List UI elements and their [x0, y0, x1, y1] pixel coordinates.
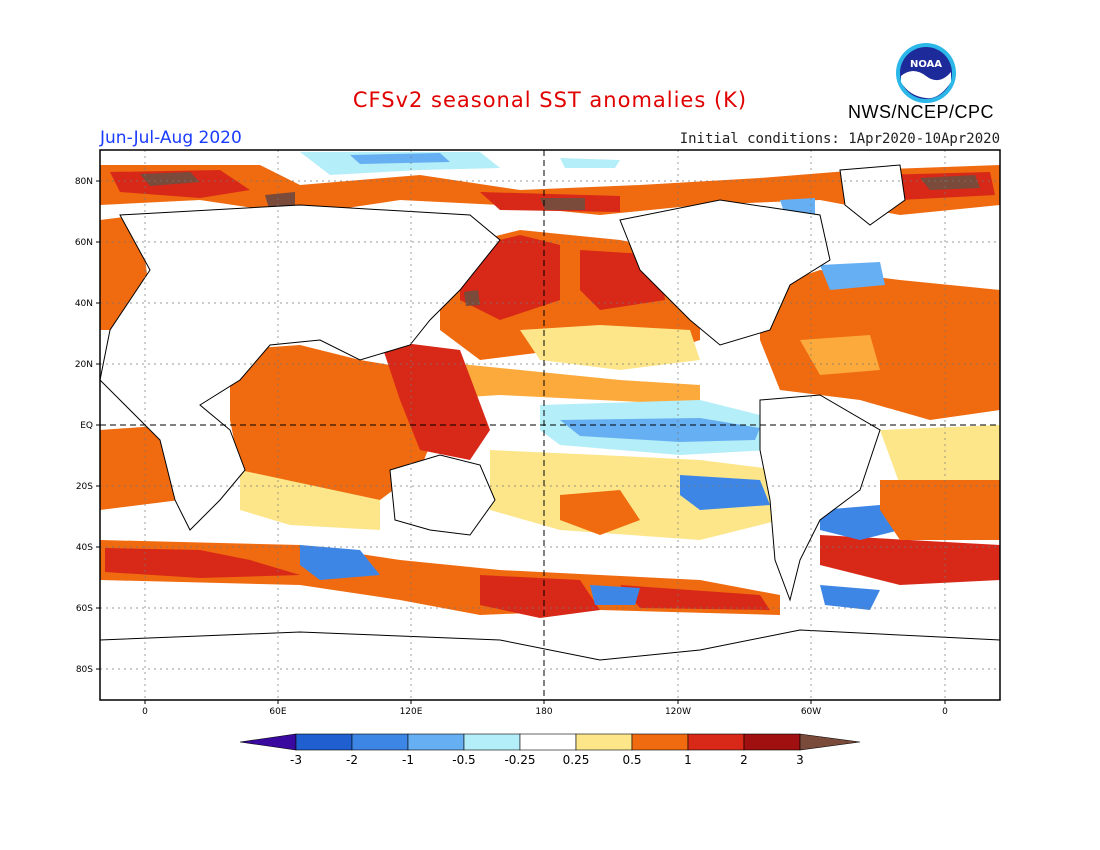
colorbar-segment — [743, 733, 801, 751]
southern-ocean-cool — [300, 545, 640, 605]
latitude-axis: 80N 60N 40N 20N EQ 20S 40S 60S 80S — [75, 177, 100, 675]
arctic-extreme — [140, 172, 980, 212]
lon-label: 120W — [665, 707, 691, 717]
lat-label: 40S — [76, 543, 93, 553]
arctic-warm-band — [100, 165, 1000, 215]
forecast-period: Jun-Jul-Aug 2020 — [100, 128, 242, 148]
colorbar-segment — [687, 733, 745, 751]
colorbar-low-arrow — [239, 733, 297, 751]
initial-conditions: Initial conditions: 1Apr2020-10Apr2020 — [679, 131, 1000, 147]
graticule — [100, 150, 1000, 700]
indian-ocean-warm — [230, 345, 440, 500]
lon-label: 60W — [801, 707, 821, 717]
south-atlantic-cool — [820, 505, 900, 610]
colorbar-segment — [463, 733, 521, 751]
colorbar-label: -1 — [402, 753, 414, 767]
lon-label: 60E — [269, 707, 286, 717]
colorbar-label: 3 — [796, 753, 804, 767]
north-atlantic-cool — [780, 198, 885, 290]
colorbar-segment — [575, 733, 633, 751]
colorbar-label: 2 — [740, 753, 748, 767]
reference-lines — [100, 150, 1000, 700]
south-america — [759, 394, 881, 602]
lon-label: 0 — [142, 707, 148, 717]
north-pacific-strong — [460, 235, 665, 320]
eurasia-africa — [100, 204, 501, 531]
organization-label: NWS/NCEP/CPC — [848, 102, 995, 122]
indian-ocean-mild — [240, 470, 380, 530]
colorbar-segment — [351, 733, 409, 751]
colorbar-label: -0.25 — [504, 753, 535, 767]
north-atlantic-warm — [760, 270, 1000, 420]
southern-ocean-strong — [105, 548, 770, 618]
lat-label: 20S — [76, 482, 93, 492]
australia — [389, 454, 496, 536]
logo-text: NOAA — [910, 59, 942, 70]
subtropical-pacific-warm — [420, 360, 700, 405]
western-atlantic-warm — [100, 425, 180, 510]
colorbar-high-arrow — [799, 733, 861, 751]
lat-label: 80S — [76, 665, 93, 675]
north-atlantic-mild — [800, 335, 880, 375]
arctic-cool2 — [350, 153, 450, 164]
colorbar-label: 0.25 — [563, 753, 590, 767]
tropical-atlantic-mild — [880, 425, 1000, 485]
colorbar-label: 0.5 — [622, 753, 641, 767]
greenland — [839, 164, 906, 226]
chart-title: CFSv2 seasonal SST anomalies (K) — [352, 88, 748, 112]
noaa-logo-icon: NOAA — [896, 43, 956, 103]
lat-label: EQ — [80, 421, 93, 431]
south-atlantic-warm — [880, 480, 1000, 540]
land-masses — [100, 164, 1000, 700]
colorbar-labels: -3 -2 -1 -0.5 -0.25 0.25 0.5 1 2 3 — [290, 753, 804, 767]
colorbar-label: 1 — [684, 753, 692, 767]
longitude-axis: 0 60E 120E 180 120W 60W 0 — [142, 700, 948, 717]
lon-label: 120E — [400, 707, 423, 717]
south-pacific-warm-patch — [560, 490, 640, 535]
colorbar-segment — [631, 733, 689, 751]
colorbar — [239, 733, 861, 751]
lat-label: 80N — [75, 177, 93, 187]
colorbar-segment — [519, 733, 577, 751]
lat-label: 60S — [76, 604, 93, 614]
colorbar-segment — [407, 733, 465, 751]
lat-label: 40N — [75, 299, 93, 309]
colorbar-segment — [295, 733, 353, 751]
lat-label: 20N — [75, 360, 93, 370]
north-pacific-extreme — [464, 290, 480, 306]
north-america — [619, 199, 831, 346]
equatorial-pacific-cool2 — [560, 418, 760, 442]
colorbar-label: -2 — [346, 753, 358, 767]
north-pacific-mild — [520, 325, 700, 370]
south-atlantic-strong — [820, 535, 1000, 585]
south-pacific-cool — [680, 475, 770, 510]
lon-label: 180 — [535, 707, 552, 717]
lon-label: 0 — [942, 707, 948, 717]
colorbar-label: -0.5 — [452, 753, 475, 767]
colorbar-label: -3 — [290, 753, 302, 767]
lat-label: 60N — [75, 238, 93, 248]
maritime-warm — [380, 340, 490, 460]
antarctica — [100, 629, 1000, 700]
